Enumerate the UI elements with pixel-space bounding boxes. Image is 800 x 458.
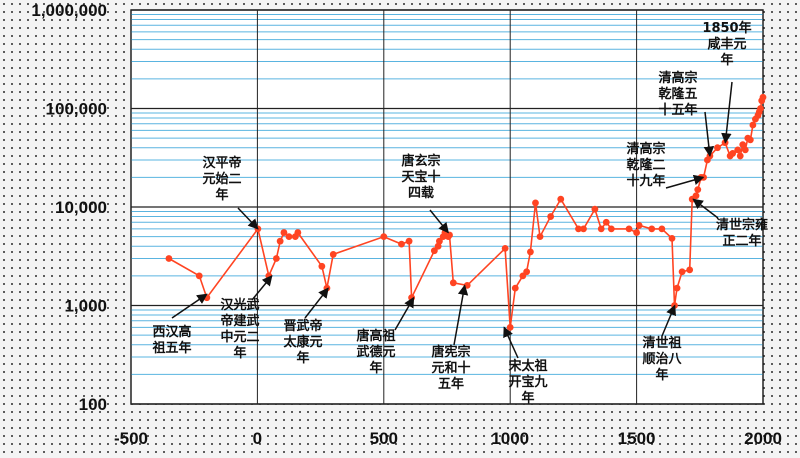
data-point: [625, 225, 633, 233]
annotation-label: 汉光武帝建武中元二年: [220, 297, 259, 361]
data-point: [692, 192, 700, 200]
data-point: [449, 279, 457, 287]
annotation-arrow: [661, 304, 676, 337]
annotation-arrow: [429, 209, 449, 234]
annotation-arrow: [692, 198, 719, 219]
data-point: [673, 284, 681, 292]
data-point: [276, 237, 284, 245]
annotation-arrow: [394, 296, 415, 331]
y-tick-label: 10,000: [55, 198, 107, 217]
data-point: [501, 244, 509, 252]
data-point: [694, 186, 702, 194]
data-point: [736, 152, 744, 160]
data-point: [527, 248, 534, 256]
data-point: [318, 262, 326, 270]
data-point: [597, 225, 605, 233]
data-point: [280, 229, 288, 236]
annotation-arrow: [171, 293, 208, 319]
data-point: [398, 240, 405, 248]
data-point: [523, 268, 531, 276]
data-point: [195, 272, 203, 280]
annotation-arrow: [503, 326, 519, 359]
annotation-label: 宋太祖开宝九年: [507, 358, 547, 406]
y-tick-label: 1,000,000: [31, 1, 107, 20]
annotation-arrow: [453, 284, 469, 346]
annotation-label: 清高宗乾隆五十五年: [658, 70, 697, 118]
data-point: [575, 225, 582, 233]
annotation-label: 1850年咸丰元年: [702, 20, 751, 68]
data-point: [741, 146, 749, 154]
data-point: [380, 233, 388, 241]
data-point: [749, 121, 757, 129]
x-tick-label: 1000: [491, 429, 529, 448]
data-point: [607, 225, 615, 233]
data-point: [294, 229, 302, 236]
annotation-arrow: [665, 174, 705, 189]
data-point: [580, 225, 587, 233]
annotation-label: 唐高祖武德元年: [356, 328, 395, 376]
data-point: [285, 233, 293, 241]
data-point: [729, 150, 737, 157]
annotation-label: 清世祖顺治八年: [642, 335, 682, 383]
data-point: [436, 237, 443, 245]
data-point: [430, 247, 438, 255]
annotation-arrow: [251, 275, 273, 301]
x-tick-label: 500: [370, 429, 398, 448]
data-point: [165, 255, 173, 262]
x-tick-label: 2000: [744, 429, 782, 448]
data-series: [165, 93, 767, 331]
data-point: [506, 323, 514, 331]
x-tick-label: 1500: [618, 429, 656, 448]
data-point: [511, 284, 519, 292]
annotation-label: 晋武帝太康元年: [282, 318, 322, 366]
data-point: [658, 225, 666, 233]
data-point: [405, 237, 413, 245]
data-point: [272, 255, 280, 262]
data-point: [557, 195, 565, 203]
data-point: [633, 229, 640, 236]
data-point: [591, 205, 599, 213]
y-tick-label: 1,000: [64, 297, 107, 316]
axes: 100 1,000 10,000 100,000 1,000,000 -500 0 500 10…: [31, 1, 782, 448]
data-point: [547, 213, 555, 220]
data-point: [759, 93, 767, 101]
annotation-arrow: [237, 207, 259, 230]
annotation-label: 西汉高祖五年: [151, 324, 191, 356]
data-point: [734, 146, 742, 154]
data-point: [678, 268, 686, 276]
annotation-label: 唐玄宗天宝十四载: [401, 153, 440, 201]
data-point: [648, 225, 656, 233]
data-point: [746, 136, 754, 144]
annotation-label: 唐宪宗元和十五年: [431, 344, 470, 392]
data-point: [536, 233, 544, 241]
data-point: [635, 222, 643, 229]
annotation-arrow: [721, 81, 733, 144]
x-tick-label: 0: [253, 429, 262, 448]
x-tick-label: -500: [114, 429, 148, 448]
data-point: [714, 144, 721, 152]
data-point: [668, 234, 676, 242]
data-point: [757, 105, 764, 112]
annotation-label: 清高宗乾隆二十九年: [626, 141, 665, 189]
data-point: [329, 251, 337, 258]
data-point: [532, 199, 539, 207]
data-point: [686, 266, 694, 274]
data-point: [602, 218, 610, 226]
data-point: [446, 231, 453, 239]
y-tick-label: 100: [79, 395, 107, 414]
annotation-label: 汉平帝元始二年: [202, 155, 241, 203]
annotation-label: 清世宗雍正二年: [716, 217, 768, 249]
y-tick-label: 100,000: [46, 100, 107, 119]
annotation-arrow: [703, 111, 715, 157]
data-point: [739, 141, 747, 149]
annotation-arrow: [304, 287, 329, 319]
